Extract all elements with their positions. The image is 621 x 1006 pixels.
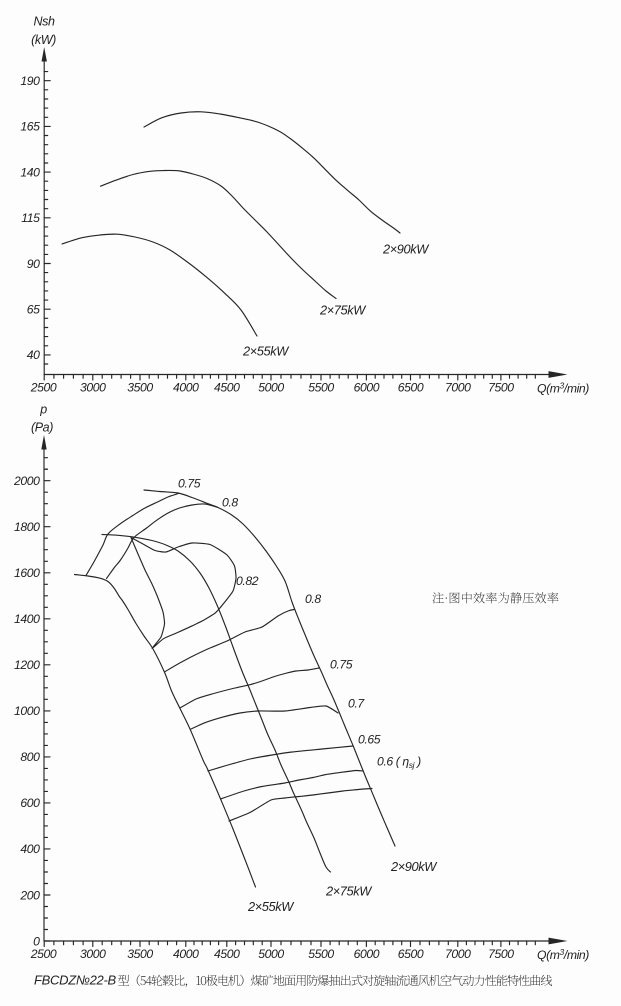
svg-text:2×75kW: 2×75kW	[319, 303, 367, 318]
svg-text:2500: 2500	[30, 381, 57, 395]
svg-text:65: 65	[27, 303, 40, 317]
svg-text:7500: 7500	[488, 947, 514, 961]
svg-text:600: 600	[20, 796, 40, 810]
svg-text:1200: 1200	[14, 658, 40, 672]
svg-text:Nsh: Nsh	[33, 15, 54, 29]
svg-text:1000: 1000	[14, 704, 40, 718]
svg-text:3000: 3000	[80, 947, 106, 961]
svg-text:6500: 6500	[398, 947, 424, 961]
svg-text:190: 190	[20, 74, 40, 88]
svg-text:(kW): (kW)	[31, 33, 56, 47]
svg-text:165: 165	[20, 120, 40, 134]
svg-text:0.75: 0.75	[178, 477, 201, 491]
svg-text:800: 800	[20, 750, 40, 764]
svg-text:p: p	[39, 403, 47, 417]
svg-text:3000: 3000	[80, 381, 106, 395]
svg-text:1400: 1400	[14, 612, 40, 626]
svg-text:7000: 7000	[445, 947, 471, 961]
svg-text:Q(m3/min): Q(m3/min)	[537, 947, 589, 962]
svg-text:2×90kW: 2×90kW	[382, 242, 430, 257]
svg-text:Q(m3/min): Q(m3/min)	[537, 381, 589, 396]
svg-text:40: 40	[27, 348, 40, 362]
svg-text:2×55kW: 2×55kW	[247, 899, 295, 914]
svg-text:2500: 2500	[30, 947, 57, 961]
svg-text:6000: 6000	[354, 947, 380, 961]
svg-text:115: 115	[21, 211, 40, 225]
svg-text:4500: 4500	[214, 381, 240, 395]
svg-text:2×55kW: 2×55kW	[242, 344, 290, 359]
svg-text:1600: 1600	[14, 566, 40, 580]
svg-text:5500: 5500	[308, 381, 334, 395]
svg-text:5000: 5000	[258, 947, 284, 961]
svg-text:1800: 1800	[14, 520, 40, 534]
svg-text:2×75kW: 2×75kW	[325, 884, 373, 899]
svg-text:4000: 4000	[173, 947, 199, 961]
svg-text:6000: 6000	[354, 381, 380, 395]
svg-text:4000: 4000	[173, 381, 199, 395]
svg-text:6500: 6500	[398, 381, 424, 395]
svg-text:7000: 7000	[445, 381, 471, 395]
svg-text:2000: 2000	[13, 474, 40, 488]
svg-text:0.8: 0.8	[222, 496, 238, 510]
svg-text:(Pa): (Pa)	[31, 421, 53, 435]
svg-text:0.7: 0.7	[348, 697, 365, 711]
svg-text:0: 0	[33, 934, 40, 948]
svg-text:90: 90	[27, 257, 40, 271]
svg-text:0.82: 0.82	[236, 574, 259, 588]
svg-text:5500: 5500	[308, 947, 334, 961]
svg-text:400: 400	[20, 842, 40, 856]
svg-text:7500: 7500	[488, 381, 514, 395]
svg-text:3500: 3500	[127, 947, 153, 961]
svg-text:0.75: 0.75	[330, 658, 353, 672]
svg-text:0.6 ( ηsj ): 0.6 ( ηsj )	[377, 755, 421, 771]
svg-text:2×90kW: 2×90kW	[390, 859, 438, 874]
svg-text:200: 200	[19, 888, 40, 902]
svg-text:3500: 3500	[127, 381, 153, 395]
svg-text:4500: 4500	[214, 947, 240, 961]
svg-text:140: 140	[20, 165, 40, 179]
svg-text:0.8: 0.8	[305, 592, 321, 606]
svg-text:0.65: 0.65	[358, 733, 381, 747]
svg-text:5000: 5000	[258, 381, 284, 395]
svg-text:FBCDZ№22-B: FBCDZ№22-B	[34, 973, 116, 988]
